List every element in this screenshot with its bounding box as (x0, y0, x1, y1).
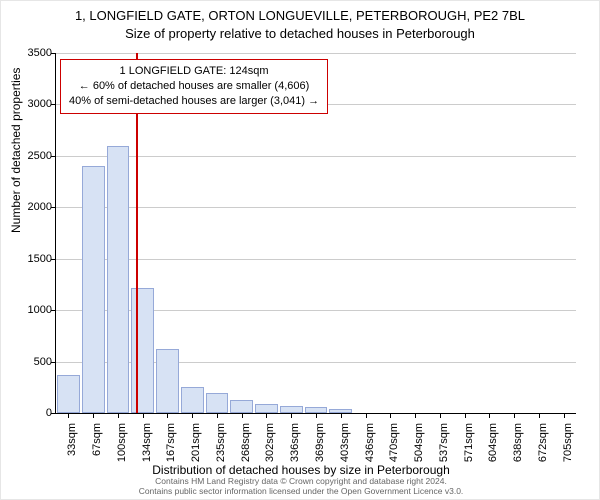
xtick-mark (266, 413, 267, 418)
xtick-mark (167, 413, 168, 418)
xtick-mark (118, 413, 119, 418)
xtick-mark (93, 413, 94, 418)
title-block: 1, LONGFIELD GATE, ORTON LONGUEVILLE, PE… (1, 1, 599, 42)
histogram-bar (107, 146, 130, 413)
histogram-bar (280, 406, 303, 413)
ytick-label: 3500 (12, 47, 52, 59)
histogram-bar (57, 375, 80, 413)
xtick-mark (366, 413, 367, 418)
grid-line (56, 259, 576, 260)
ytick-label: 2000 (12, 201, 52, 213)
ytick-label: 0 (12, 407, 52, 419)
histogram-bar (156, 349, 179, 413)
xtick-mark (514, 413, 515, 418)
callout-line-1: 1 LONGFIELD GATE: 124sqm (69, 64, 319, 79)
ytick-label: 1000 (12, 304, 52, 316)
xtick-mark (217, 413, 218, 418)
histogram-bar (230, 400, 253, 413)
ytick-label: 500 (12, 356, 52, 368)
xtick-mark (242, 413, 243, 418)
footer-attribution: Contains HM Land Registry data © Crown c… (1, 476, 600, 497)
footer-line-2: Contains public sector information licen… (1, 486, 600, 497)
xtick-mark (465, 413, 466, 418)
xtick-mark (316, 413, 317, 418)
title-line-1: 1, LONGFIELD GATE, ORTON LONGUEVILLE, PE… (1, 7, 599, 25)
ytick-label: 1500 (12, 253, 52, 265)
xtick-mark (539, 413, 540, 418)
xtick-mark (440, 413, 441, 418)
callout-box: 1 LONGFIELD GATE: 124sqm← 60% of detache… (60, 59, 328, 114)
xtick-mark (489, 413, 490, 418)
xtick-mark (143, 413, 144, 418)
grid-line (56, 53, 576, 54)
grid-line (56, 207, 576, 208)
footer-line-1: Contains HM Land Registry data © Crown c… (1, 476, 600, 487)
xtick-mark (341, 413, 342, 418)
callout-line-2: ← 60% of detached houses are smaller (4,… (69, 79, 319, 94)
title-line-2: Size of property relative to detached ho… (1, 25, 599, 43)
chart-container: 1, LONGFIELD GATE, ORTON LONGUEVILLE, PE… (0, 0, 600, 500)
histogram-bar (255, 404, 278, 413)
histogram-bar (82, 166, 105, 413)
histogram-chart: 050010001500200025003000350033sqm67sqm10… (55, 53, 576, 414)
xtick-mark (291, 413, 292, 418)
xtick-mark (564, 413, 565, 418)
grid-line (56, 156, 576, 157)
xtick-mark (415, 413, 416, 418)
histogram-bar (206, 393, 229, 413)
callout-line-3: 40% of semi-detached houses are larger (… (69, 94, 319, 109)
ytick-label: 2500 (12, 150, 52, 162)
ytick-label: 3000 (12, 98, 52, 110)
xtick-mark (390, 413, 391, 418)
xtick-mark (192, 413, 193, 418)
xtick-mark (68, 413, 69, 418)
histogram-bar (181, 387, 204, 413)
